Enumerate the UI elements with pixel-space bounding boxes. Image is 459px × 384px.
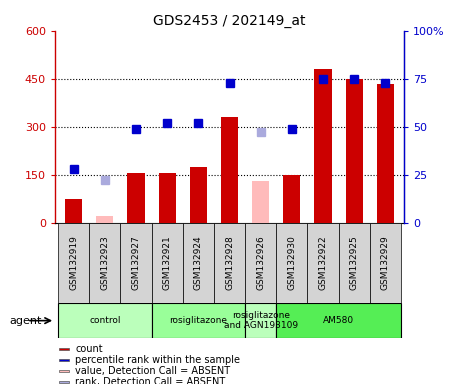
Title: GDS2453 / 202149_at: GDS2453 / 202149_at xyxy=(153,14,306,28)
Bar xyxy=(59,348,69,350)
Bar xyxy=(214,223,245,303)
Bar xyxy=(308,223,339,303)
Bar xyxy=(346,79,363,223)
Bar xyxy=(90,223,120,303)
Text: agent: agent xyxy=(9,316,42,326)
Bar xyxy=(221,117,238,223)
Bar xyxy=(377,84,394,223)
Bar xyxy=(339,223,369,303)
Bar xyxy=(58,223,90,303)
Text: GSM132919: GSM132919 xyxy=(69,236,78,290)
Bar xyxy=(245,223,276,303)
Text: rank, Detection Call = ABSENT: rank, Detection Call = ABSENT xyxy=(75,377,225,384)
Text: GSM132928: GSM132928 xyxy=(225,236,234,290)
Bar xyxy=(96,216,113,223)
Text: GSM132927: GSM132927 xyxy=(132,236,140,290)
Bar xyxy=(190,167,207,223)
Text: GSM132925: GSM132925 xyxy=(350,236,358,290)
Bar xyxy=(252,181,269,223)
Bar xyxy=(276,303,401,338)
Bar xyxy=(245,303,276,338)
Text: GSM132921: GSM132921 xyxy=(162,236,172,290)
Text: GSM132929: GSM132929 xyxy=(381,236,390,290)
Text: GSM132923: GSM132923 xyxy=(101,236,109,290)
Bar xyxy=(151,223,183,303)
Bar xyxy=(58,303,151,338)
Bar xyxy=(183,223,214,303)
Text: count: count xyxy=(75,344,103,354)
Text: value, Detection Call = ABSENT: value, Detection Call = ABSENT xyxy=(75,366,230,376)
Bar xyxy=(159,173,176,223)
Bar xyxy=(121,223,151,303)
Bar xyxy=(314,69,331,223)
Bar xyxy=(151,303,245,338)
Text: GSM132922: GSM132922 xyxy=(319,236,327,290)
Text: GSM132926: GSM132926 xyxy=(256,236,265,290)
Text: rosiglitazone
and AGN193109: rosiglitazone and AGN193109 xyxy=(224,311,298,330)
Bar xyxy=(59,370,69,372)
Bar xyxy=(283,175,300,223)
Text: GSM132924: GSM132924 xyxy=(194,236,203,290)
Text: rosiglitazone: rosiglitazone xyxy=(169,316,227,325)
Bar xyxy=(369,223,401,303)
Bar xyxy=(65,199,82,223)
Bar xyxy=(276,223,308,303)
Text: percentile rank within the sample: percentile rank within the sample xyxy=(75,355,240,365)
Text: control: control xyxy=(89,316,121,325)
Text: GSM132930: GSM132930 xyxy=(287,236,297,290)
Bar xyxy=(128,173,145,223)
Bar xyxy=(59,381,69,383)
Bar xyxy=(59,359,69,361)
Text: AM580: AM580 xyxy=(323,316,354,325)
